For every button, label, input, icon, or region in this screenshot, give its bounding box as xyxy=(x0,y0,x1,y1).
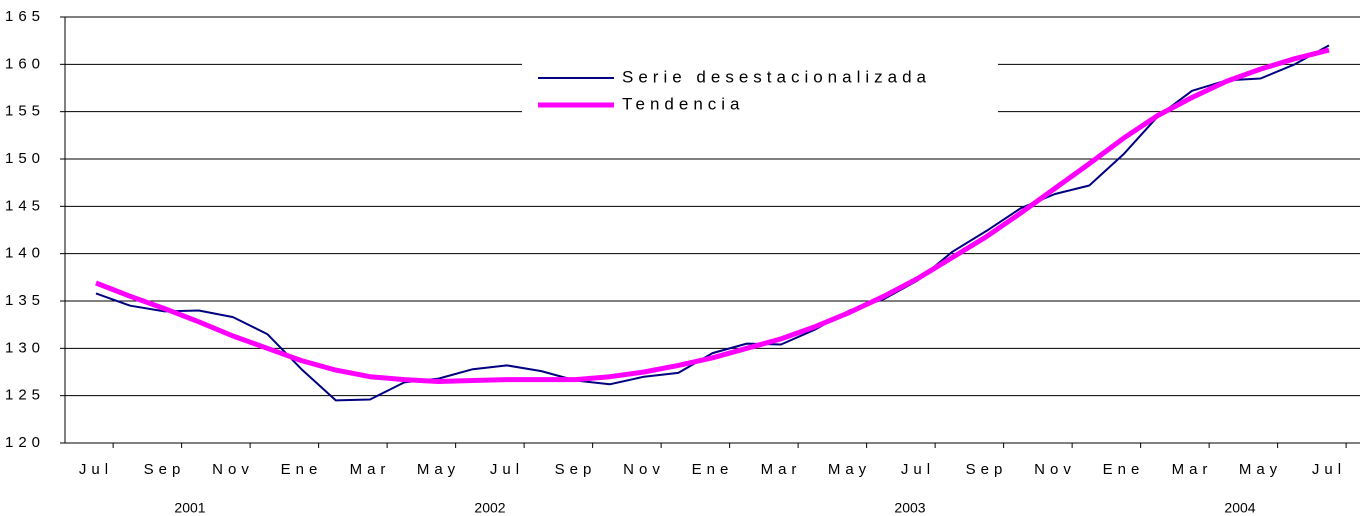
series-line xyxy=(95,47,1330,384)
x-tick-label: Ene xyxy=(281,461,323,478)
x-tick-label: Mar xyxy=(1172,461,1213,478)
year-label: 2003 xyxy=(894,500,925,516)
y-tick-label: 135 xyxy=(5,292,45,309)
series-line xyxy=(95,44,1330,402)
x-tick-label: Jul xyxy=(901,461,935,478)
x-tick-label: Nov xyxy=(623,461,665,478)
x-tick-label: Mar xyxy=(761,461,802,478)
x-tick-label: Mar xyxy=(350,461,391,478)
y-tick-label: 125 xyxy=(5,387,45,404)
x-tick-label: Sep xyxy=(144,461,186,478)
legend-label: Serie desestacionalizada xyxy=(622,67,931,86)
x-tick-label: Sep xyxy=(555,461,597,478)
y-tick-label: 155 xyxy=(5,103,45,120)
y-tick-label: 150 xyxy=(5,150,45,167)
year-label: 2001 xyxy=(174,500,205,516)
x-tick-label: Sep xyxy=(966,461,1008,478)
y-tick-label: 145 xyxy=(5,197,45,214)
legend-label: Tendencia xyxy=(622,94,745,113)
x-tick-label: May xyxy=(828,461,871,478)
x-tick-label: Ene xyxy=(1103,461,1145,478)
x-tick-label: Ene xyxy=(692,461,734,478)
x-tick-label: Nov xyxy=(212,461,254,478)
x-tick-label: Jul xyxy=(490,461,524,478)
y-tick-label: 165 xyxy=(5,8,45,25)
x-tick-label: May xyxy=(417,461,460,478)
y-tick-label: 130 xyxy=(5,339,45,356)
y-tick-label: 160 xyxy=(5,55,45,72)
x-tick-label: May xyxy=(1239,461,1282,478)
legend-box xyxy=(522,58,998,122)
y-tick-label: 140 xyxy=(5,245,45,262)
x-tick-label: Jul xyxy=(1312,461,1346,478)
x-tick-label: Jul xyxy=(79,461,113,478)
year-label: 2004 xyxy=(1224,500,1255,516)
year-label: 2002 xyxy=(474,500,505,516)
x-tick-label: Nov xyxy=(1034,461,1076,478)
y-tick-label: 120 xyxy=(5,434,45,451)
